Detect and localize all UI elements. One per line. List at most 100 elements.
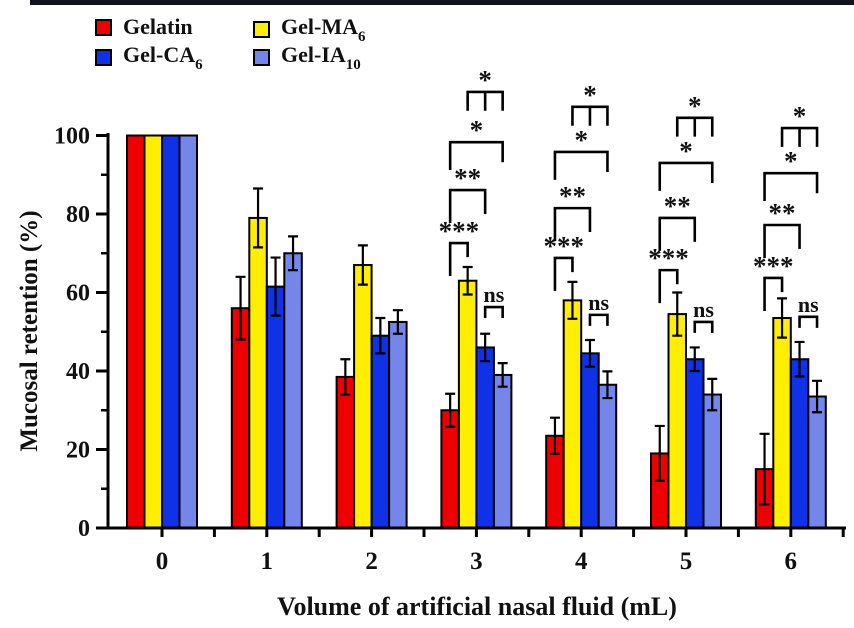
bar-gel-ia10-vol0 [178, 134, 198, 529]
sig-bracket-vol4 [553, 256, 574, 291]
sig-label-vol4: ns [588, 290, 609, 315]
sig-bracket-vol5 [675, 116, 714, 137]
sig-label-vol6: ns [798, 292, 819, 317]
sig-bracket-vol3 [483, 305, 504, 319]
sig-bracket-vol5 [658, 216, 697, 251]
bar-gelatin-vol3 [440, 409, 460, 529]
sig-label-vol5: * [688, 91, 702, 121]
error-bar-gelatin-vol1 [235, 275, 246, 341]
bar-gel-ma6-vol0 [143, 134, 163, 529]
bar-gelatin-vol1 [230, 307, 251, 530]
x-tick-label: 0 [156, 548, 169, 575]
bar-gel-ia10-vol2 [388, 320, 408, 529]
error-bar-gelatin-vol2 [340, 358, 351, 396]
sig-bracket-vol3 [466, 90, 504, 111]
bar-gel-ia10-vol5 [702, 393, 722, 529]
error-bar-gel-ia10-vol5 [707, 377, 718, 412]
legend-swatch-gel-ma6 [253, 21, 270, 39]
sig-label-vol5: *** [648, 243, 689, 273]
sig-bracket-vol4 [588, 313, 609, 326]
sig-label-vol3: *** [439, 216, 480, 246]
sig-label-vol6: * [784, 146, 798, 176]
x-tick-label: 3 [470, 548, 483, 575]
bar-gel-ca6-vol5 [685, 358, 705, 529]
legend-label: Gel-IA10 [281, 42, 361, 74]
bar-gel-ca6-vol6 [789, 358, 810, 529]
error-bar-gel-ia10-vol6 [812, 379, 823, 414]
sig-bracket-vol5 [658, 268, 679, 304]
chart-legend: Gelatin Gel-CA6 Gel-MA6 Gel-IA10 [0, 0, 854, 80]
error-bar-gelatin-vol4 [549, 416, 560, 455]
bar-gel-ca6-vol3 [475, 346, 495, 530]
bar-gelatin-vol2 [335, 375, 356, 530]
legend-label: Gelatin [123, 14, 193, 39]
error-bar-gel-ia10-vol3 [497, 362, 508, 388]
legend-swatch-gel-ca6 [95, 49, 112, 67]
x-tick-label: 5 [680, 548, 693, 575]
legend-label: Gel-CA6 [123, 42, 203, 74]
error-bar-gel-ca6-vol4 [584, 338, 595, 368]
y-tick-label: 0 [78, 516, 90, 542]
y-tick-label: 100 [54, 124, 90, 150]
error-bar-gel-ia10-vol1 [288, 235, 299, 272]
sig-label-vol3: * [470, 115, 484, 145]
bar-gel-ma6-vol5 [667, 313, 687, 529]
error-bar-gel-ma6-vol2 [357, 244, 368, 286]
sig-bracket-vol6 [763, 276, 784, 311]
error-bar-gelatin-vol3 [445, 392, 456, 428]
error-bar-gel-ca6-vol6 [794, 340, 805, 378]
bar-gel-ia10-vol4 [597, 383, 618, 529]
sig-label-vol3: ns [484, 282, 505, 307]
sig-label-vol4: ** [559, 181, 586, 211]
sig-bracket-vol5 [693, 320, 714, 333]
sig-bracket-vol3 [448, 241, 469, 277]
legend-item-gel-ca6: Gel-CA6 [95, 42, 203, 74]
x-axis-title: Volume of artificial nasal fluid (mL) [277, 592, 677, 621]
bar-gel-ma6-vol2 [353, 264, 373, 529]
x-tick-label: 6 [785, 548, 798, 575]
error-bar-gel-ma6-vol1 [253, 187, 264, 249]
x-tick-label: 1 [261, 548, 274, 575]
error-bar-gel-ma6-vol3 [462, 265, 473, 296]
sig-label-vol5: ** [664, 191, 691, 221]
sig-bracket-vol6 [798, 315, 819, 328]
legend-swatch-gel-ia10 [253, 49, 270, 67]
y-tick-label: 40 [66, 359, 90, 385]
y-tick-label: 80 [66, 202, 90, 228]
sig-label-vol3: ** [454, 163, 481, 193]
error-bar-gel-ma6-vol5 [672, 291, 683, 337]
error-bar-gel-ma6-vol6 [777, 297, 788, 339]
sig-bracket-vol6 [780, 126, 819, 147]
bar-gel-ia10-vol1 [283, 252, 303, 529]
bar-gel-ca6-vol0 [161, 134, 181, 529]
x-tick-label: 4 [575, 548, 588, 575]
legend-label: Gel-MA6 [281, 14, 366, 46]
error-bar-gelatin-vol6 [759, 432, 770, 506]
sig-label-vol5: * [679, 136, 693, 166]
sig-label-vol4: * [583, 80, 597, 110]
bar-gel-ma6-vol6 [772, 317, 792, 530]
sig-bracket-vol4 [553, 150, 609, 180]
legend-item-gel-ma6: Gel-MA6 [253, 14, 366, 46]
error-bar-gel-ca6-vol1 [270, 256, 281, 317]
bar-gel-ca6-vol4 [580, 352, 600, 529]
bar-gel-ia10-vol3 [492, 373, 513, 529]
legend-item-gel-ia10: Gel-IA10 [253, 42, 361, 74]
y-tick-label: 20 [66, 438, 90, 464]
error-bar-gel-ia10-vol2 [392, 309, 403, 335]
sig-bracket-vol4 [571, 105, 609, 126]
error-bar-gel-ca6-vol5 [689, 346, 700, 373]
error-bar-gelatin-vol5 [654, 424, 665, 482]
y-tick-label: 60 [66, 281, 90, 307]
sig-bracket-vol3 [448, 140, 504, 171]
sig-bracket-vol3 [448, 188, 487, 224]
sig-bracket-vol4 [553, 206, 592, 242]
bar-gel-ma6-vol1 [248, 216, 268, 530]
bar-gelatin-vol0 [126, 134, 146, 529]
sig-label-vol3: * [478, 65, 492, 95]
bar-gel-ma6-vol3 [457, 279, 478, 529]
sig-label-vol6: * [793, 101, 807, 131]
sig-bracket-vol5 [658, 161, 714, 191]
error-bar-gel-ca6-vol3 [480, 332, 491, 363]
